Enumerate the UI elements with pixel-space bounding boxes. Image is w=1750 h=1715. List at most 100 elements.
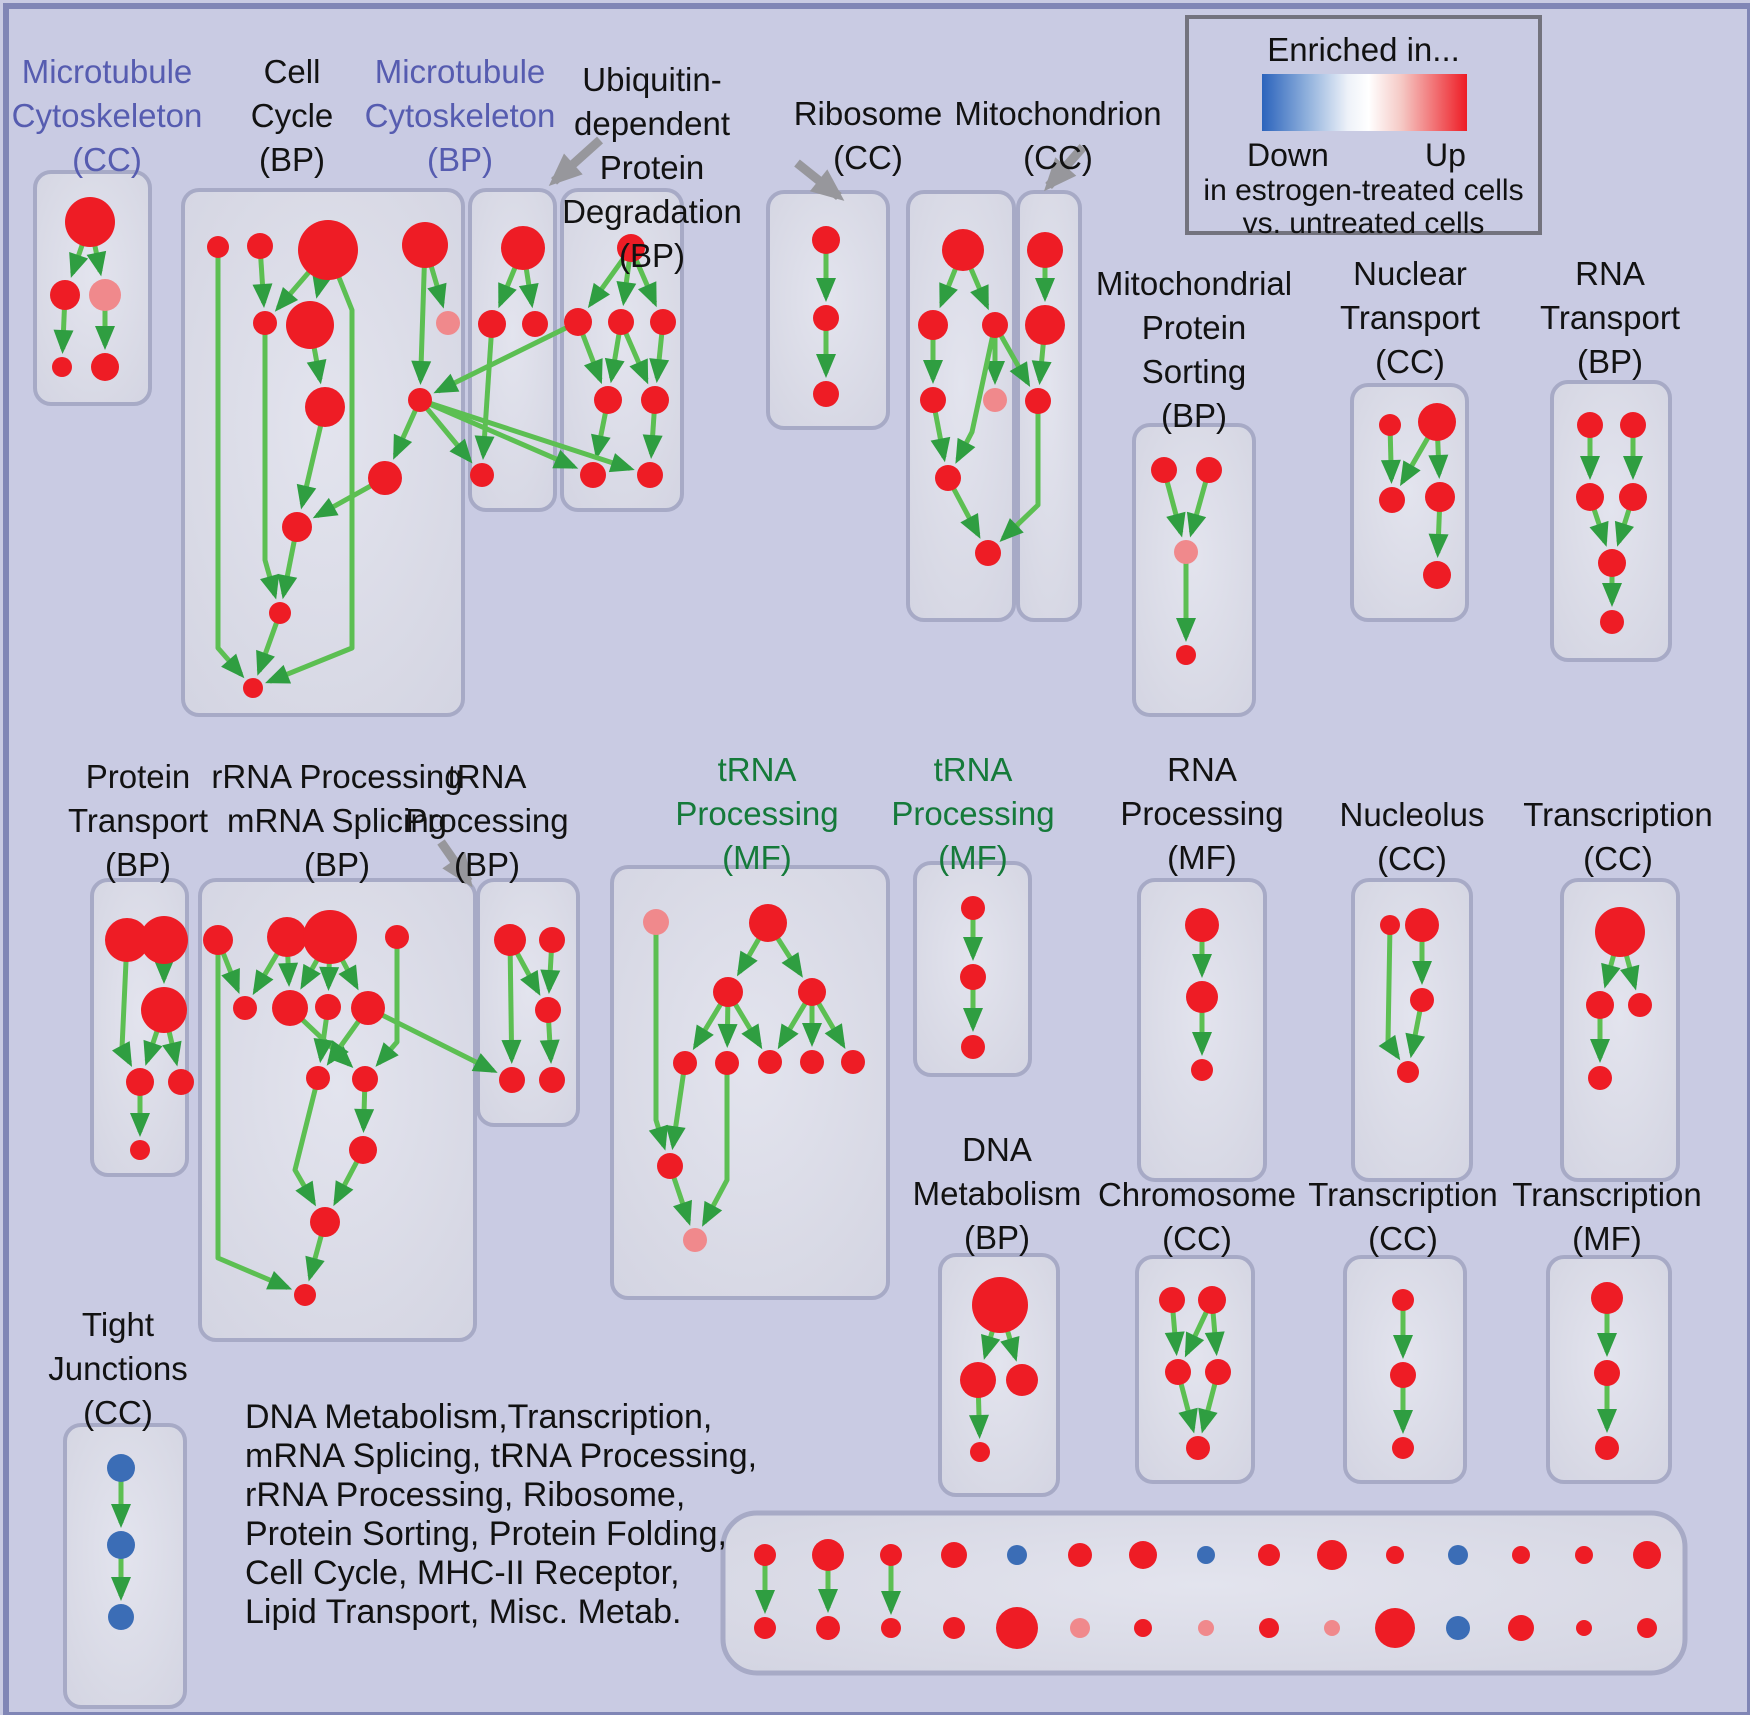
go-term-node <box>880 1544 902 1566</box>
cross-edge <box>418 398 473 464</box>
go-term-node <box>494 924 526 956</box>
go-term-node <box>1423 561 1451 589</box>
legend-down-label: Down <box>1247 137 1329 173</box>
go-term-node <box>813 305 839 331</box>
go-term-node <box>960 1362 996 1398</box>
go-term-node <box>961 1035 985 1059</box>
cluster-label-trna-mf-2: tRNA Processing (MF) <box>891 751 1055 876</box>
edge-rrna-mrna <box>292 1077 321 1207</box>
cluster-label-nuclear-transport: Nuclear Transport (CC) <box>1340 255 1480 380</box>
go-term-node <box>813 381 839 407</box>
go-term-node <box>1025 305 1065 345</box>
go-term-node <box>961 896 985 920</box>
cluster-box-mito-sorting <box>1132 423 1256 717</box>
go-term-node <box>243 678 263 698</box>
go-term-node <box>960 964 986 990</box>
go-term-node <box>306 1066 330 1090</box>
callout-arrow <box>437 839 473 888</box>
footnote-line: Cell Cycle, MHC-II Receptor, <box>245 1554 680 1592</box>
go-term-node <box>522 311 548 337</box>
go-term-node <box>1379 487 1405 513</box>
go-term-node <box>1191 1059 1213 1081</box>
go-term-node <box>1446 1616 1470 1640</box>
go-term-node <box>539 1067 565 1093</box>
go-term-node <box>713 977 743 1007</box>
go-term-node <box>65 197 115 247</box>
go-term-node <box>368 461 402 495</box>
go-term-node <box>1405 908 1439 942</box>
go-term-node <box>1379 414 1401 436</box>
go-term-node <box>1197 1546 1215 1564</box>
go-term-node <box>564 308 592 336</box>
go-term-node <box>1025 388 1051 414</box>
go-term-node <box>1397 1061 1419 1083</box>
go-term-node <box>207 236 229 258</box>
edge-trna-bp <box>501 939 522 1064</box>
go-term-node <box>641 386 669 414</box>
go-term-node <box>1324 1620 1340 1636</box>
go-term-node <box>52 357 72 377</box>
footnote-line: Protein Sorting, Protein Folding, <box>245 1515 727 1553</box>
go-term-node <box>130 1140 150 1160</box>
go-term-node <box>1633 1541 1661 1569</box>
footnote-line: rRNA Processing, Ribosome, <box>245 1476 686 1514</box>
go-term-node <box>1600 610 1624 634</box>
go-term-node <box>1576 1620 1592 1636</box>
go-term-node <box>920 387 946 413</box>
go-term-node <box>1575 1546 1593 1564</box>
cluster-label-cell-cycle: Cell Cycle (BP) <box>250 53 334 178</box>
cluster-box-nucleolus <box>1351 878 1473 1182</box>
go-term-node <box>349 1136 377 1164</box>
callout-arrow <box>794 159 845 201</box>
cluster-label-protein-transport: Protein Transport (BP) <box>68 758 208 883</box>
go-term-node <box>294 1284 316 1306</box>
go-term-node <box>436 311 460 335</box>
cluster-label-microtubule-cc: Microtubule Cytoskeleton (CC) <box>11 53 203 178</box>
go-term-node <box>1595 1436 1619 1460</box>
go-term-node <box>203 925 233 955</box>
go-term-node <box>247 233 273 259</box>
go-term-node <box>972 1277 1028 1333</box>
cluster-label-mito-sorting: Mitochondrial Protein Sorting (BP) <box>1095 265 1293 434</box>
go-term-node <box>315 994 341 1020</box>
go-term-node <box>539 927 565 953</box>
go-term-node <box>1198 1286 1226 1314</box>
go-term-node <box>683 1228 707 1252</box>
go-term-node <box>402 222 448 268</box>
callout-arrows-layer <box>437 136 1087 888</box>
go-term-node <box>1165 1359 1191 1385</box>
go-term-node <box>758 1050 782 1074</box>
go-term-node <box>1577 412 1603 438</box>
footnote-text: DNA Metabolism,Transcription, mRNA Splici… <box>245 1398 757 1632</box>
go-term-node <box>1620 412 1646 438</box>
go-term-node <box>943 1617 965 1639</box>
go-term-node <box>269 602 291 624</box>
go-term-node <box>107 1454 135 1482</box>
go-term-node <box>1392 1289 1414 1311</box>
go-term-node <box>643 909 669 935</box>
go-term-node <box>89 279 121 311</box>
go-term-node <box>50 280 80 310</box>
go-term-node <box>1174 540 1198 564</box>
go-term-node <box>1598 549 1626 577</box>
go-term-node <box>478 310 506 338</box>
go-term-node <box>918 310 948 340</box>
go-term-node <box>715 1051 739 1075</box>
go-term-node <box>1185 908 1219 942</box>
go-term-node <box>1186 981 1218 1013</box>
go-term-node <box>650 309 676 335</box>
go-term-node <box>1006 1364 1038 1396</box>
go-term-node <box>1576 483 1604 511</box>
go-term-node <box>1375 1608 1415 1648</box>
cross-edge <box>366 1005 498 1073</box>
edge-trna-mf-1 <box>702 1063 730 1227</box>
go-term-node <box>942 229 984 271</box>
cluster-label-transcription-cc-mid: Transcription (CC) <box>1523 796 1713 877</box>
go-term-node <box>310 1207 340 1237</box>
go-term-node <box>608 309 634 335</box>
edge-trna-mf-1 <box>648 922 668 1151</box>
cluster-box-trna-mf-1 <box>610 865 890 1300</box>
go-term-node <box>108 1604 134 1630</box>
go-term-node <box>1380 915 1400 935</box>
